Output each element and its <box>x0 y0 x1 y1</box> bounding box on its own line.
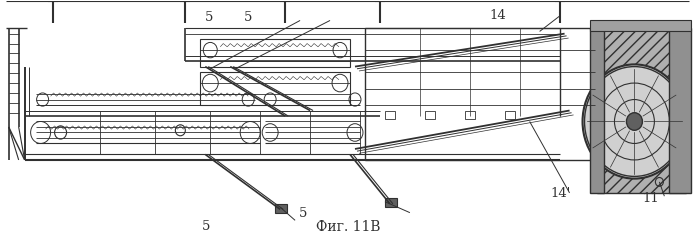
Text: Фиг. 11В: Фиг. 11В <box>316 220 381 234</box>
Bar <box>365 28 595 160</box>
Text: 5: 5 <box>201 220 210 233</box>
Bar <box>465 111 475 119</box>
Text: 5: 5 <box>205 11 213 24</box>
Bar <box>505 111 514 119</box>
Bar <box>669 28 691 193</box>
Bar <box>200 72 350 105</box>
Text: 14: 14 <box>490 9 507 22</box>
Bar <box>275 204 287 213</box>
Bar <box>590 20 691 31</box>
Circle shape <box>583 64 687 179</box>
Bar <box>200 39 350 67</box>
Text: 11: 11 <box>643 192 659 205</box>
Bar <box>425 111 435 119</box>
Bar <box>590 28 604 193</box>
Text: 14': 14' <box>551 188 571 200</box>
Bar <box>385 111 395 119</box>
Bar <box>385 198 397 207</box>
Text: 5: 5 <box>243 11 252 24</box>
Circle shape <box>627 113 643 130</box>
Text: 5: 5 <box>299 207 307 220</box>
Bar <box>597 28 687 193</box>
